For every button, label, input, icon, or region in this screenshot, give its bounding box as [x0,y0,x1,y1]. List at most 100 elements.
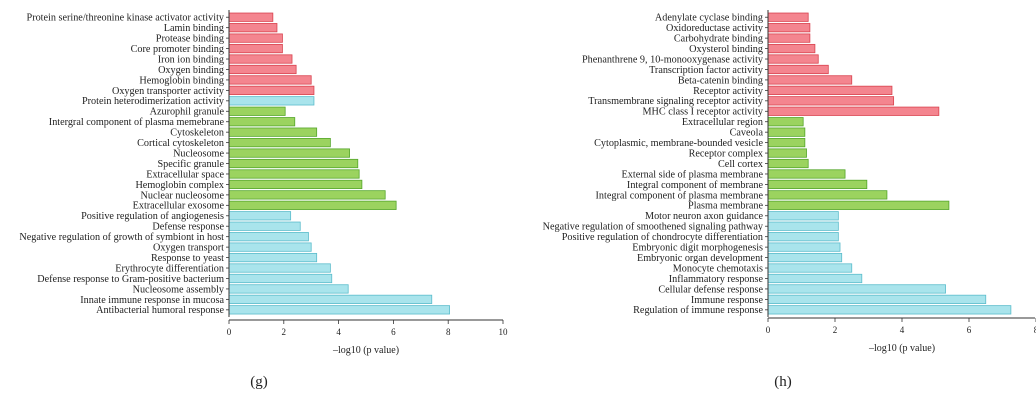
bar [767,284,946,294]
bar [767,200,950,210]
x-tick-label: 8 [446,327,451,337]
category-label: Cell cortex [718,159,763,170]
category-label: Extracellular region [682,117,763,128]
category-label: Transmembrane signaling receptor activit… [588,96,764,107]
category-label: Caveola [730,128,764,139]
category-label: Negative regulation of smoothened signal… [543,222,764,233]
panel-label: (g) [250,374,268,390]
category-label: Cortical cytoskeleton [137,138,224,149]
category-label: Immune response [691,295,764,306]
bar [228,221,301,231]
bar [228,33,283,43]
bar [767,43,816,54]
category-label: Extracellular space [146,169,224,180]
bar [228,117,296,127]
x-tick-label: 0 [766,325,771,335]
category-label: Hemoglobin binding [139,75,224,86]
category-label: Defense response [152,222,224,233]
category-label: Receptor complex [689,148,763,159]
bar [767,12,809,22]
bar [228,263,331,273]
category-label: Motor neuron axon guidance [645,211,763,222]
bar [228,305,450,315]
category-label: Antibacterial humoral response [96,305,224,316]
x-tick-label: 6 [391,327,396,337]
category-label: Cytoplasmic, membrane-bounded vesicle [594,138,763,149]
bar [228,294,433,304]
bar [228,242,312,252]
bar [767,179,868,190]
bar [767,64,829,75]
bar [228,106,286,116]
category-label: Cytoskeleton [170,128,224,139]
bar [228,127,318,137]
category-label: Oxysterol binding [689,44,763,55]
bar [767,211,839,221]
chart-panel-g: Protein serine/threonine kinase activato… [19,10,508,390]
category-label: Response to yeast [151,253,224,264]
category-label: Oxygen transport [153,243,224,254]
category-label: Iron ion binding [158,54,224,65]
category-label: Protein serine/threonine kinase activato… [27,13,225,24]
bar [767,273,863,284]
panel-label: (h) [774,374,792,390]
x-tick-label: 4 [336,327,341,337]
x-tick-label: 0 [227,327,232,337]
bar [228,169,360,179]
category-label: Embryonic organ development [637,253,763,264]
bar [767,106,940,116]
bar [767,85,893,95]
bar [228,179,363,190]
category-label: Innate immune response in mucosa [80,295,224,306]
bar [767,190,888,200]
bar [228,211,292,221]
category-label: Core promoter binding [131,44,224,55]
bar [767,169,846,179]
category-label: Monocyte chemotaxis [673,263,763,274]
bar [767,305,1012,315]
bar [228,138,331,148]
bar [228,75,312,85]
category-label: Inflammatory response [669,274,764,285]
category-label: Regulation of immune response [633,305,763,316]
x-tick-label: 4 [900,325,905,335]
bar [228,64,297,75]
category-label: Negative regulation of growth of symbion… [19,232,224,243]
x-axis-label: –log10 (p value) [868,343,935,354]
bar [228,200,397,210]
bar [228,190,386,200]
category-label: Oxygen binding [158,65,224,76]
category-label: Oxidoreductase activity [666,23,764,34]
category-label: Cellular defense response [658,284,763,295]
bar [228,273,333,284]
category-label: Integral component of membrane [627,180,764,191]
bar [767,263,853,273]
bar [767,96,895,106]
category-label: Positive regulation of chondrocyte diffe… [562,232,763,243]
category-label: Adenylate cyclase binding [655,13,763,24]
bar [228,23,278,33]
category-label: Nucleosome [173,148,224,159]
category-label: Extracellular exosome [133,201,225,212]
bar [228,43,283,54]
bar [767,33,811,43]
x-tick-label: 2 [833,325,838,335]
bar [228,252,318,263]
x-tick-label: 6 [967,325,972,335]
bar [767,75,853,85]
bar [228,12,274,22]
category-label: Receptor activity [693,86,764,97]
category-label: External side of plasma membrane [622,169,764,180]
x-tick-label: 8 [1034,325,1036,335]
bar [228,232,309,242]
category-label: Intergral component of plasma memebrane [49,117,225,128]
category-label: Beta-catenin binding [678,75,763,86]
category-label: Phenanthrene 9, 10-monooxygenase activit… [582,54,764,65]
category-label: Carbohydrate binding [674,34,763,45]
x-tick-label: 10 [499,327,509,337]
category-label: Plasma membrane [688,201,763,212]
bar [767,23,811,33]
category-label: Protein heterodimerization activity [82,96,225,107]
category-label: Lamin binding [164,23,224,34]
category-label: Protease binding [156,34,224,45]
